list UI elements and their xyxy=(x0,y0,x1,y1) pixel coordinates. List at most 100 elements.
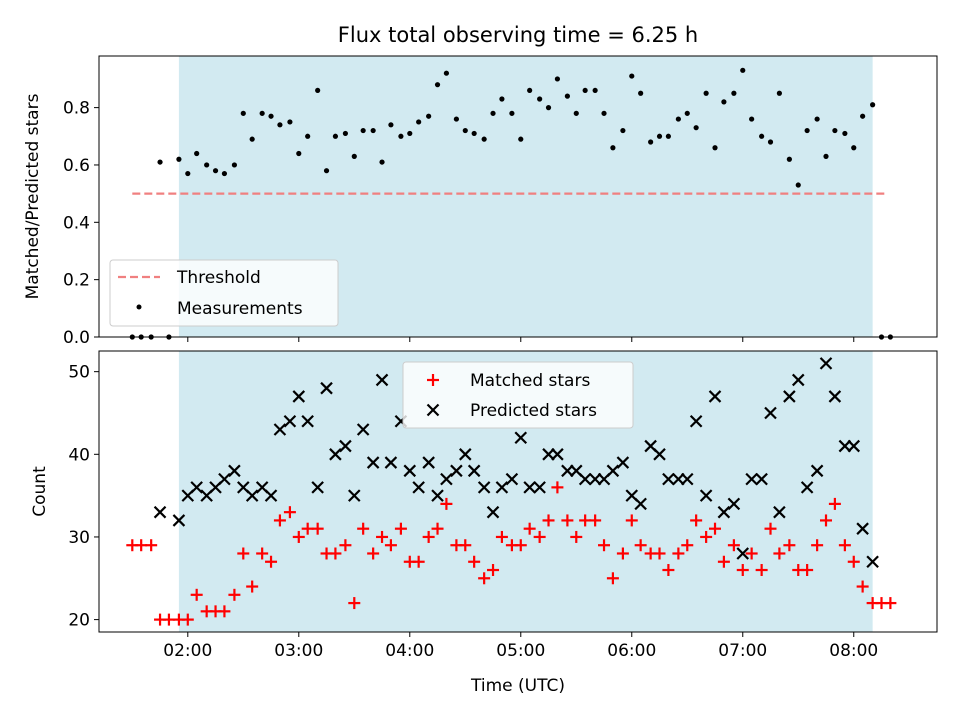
x-stroke-b xyxy=(634,497,647,511)
matched-star-point xyxy=(561,514,574,527)
measurement-point xyxy=(832,127,838,134)
matched-star-point xyxy=(838,539,851,552)
measurement-point xyxy=(370,127,376,134)
matched-star-point xyxy=(755,564,768,577)
x-tick-label: 07:00 xyxy=(718,641,767,661)
x-stroke-b xyxy=(237,481,250,494)
predicted-star-point xyxy=(616,456,630,469)
measurement-point xyxy=(204,162,210,168)
measurement-point xyxy=(481,136,487,142)
x-tick-label: 06:00 xyxy=(607,641,656,661)
measurement-point xyxy=(582,87,588,94)
measurement-point xyxy=(194,150,200,157)
x-stroke-b xyxy=(866,555,879,569)
measurement-point xyxy=(693,125,699,131)
predicted-star-point xyxy=(311,481,324,494)
x-stroke-b xyxy=(486,505,500,519)
measurement-point xyxy=(453,116,459,122)
x-stroke-b xyxy=(172,514,186,527)
x-stroke-b xyxy=(727,497,741,511)
measurement-point xyxy=(443,70,450,76)
matched-star-point xyxy=(773,547,786,560)
measurement-point xyxy=(860,113,866,119)
x-tick-label: 04:00 xyxy=(385,641,434,661)
measurement-point xyxy=(434,82,441,88)
x-stroke-b xyxy=(467,464,481,478)
measurement-point xyxy=(712,145,718,151)
measurement-point xyxy=(185,170,191,177)
matched-star-point xyxy=(717,555,730,568)
matched-star-point xyxy=(478,572,491,585)
x-stroke-b xyxy=(245,489,259,502)
x-stroke-b xyxy=(450,464,463,478)
matched-star-point xyxy=(190,588,203,601)
x-stroke-b xyxy=(644,439,657,453)
predicted-star-point xyxy=(245,489,259,502)
measurement-point xyxy=(564,93,570,99)
predicted-star-point xyxy=(356,423,370,436)
x-stroke-b xyxy=(514,431,528,445)
predicted-star-point xyxy=(477,481,491,494)
matched-stars-points xyxy=(126,481,897,626)
predicted-star-point xyxy=(384,456,398,469)
measurement-point xyxy=(731,90,737,96)
matched-star-point xyxy=(412,555,425,568)
measurement-point xyxy=(851,145,857,151)
measurement-point xyxy=(527,87,533,94)
matched-star-point xyxy=(422,530,435,543)
measurement-point xyxy=(277,122,283,128)
matched-star-point xyxy=(570,530,583,543)
x-stroke-b xyxy=(477,481,491,494)
measurement-point xyxy=(499,96,505,102)
x-tick-label: 02:00 xyxy=(163,641,212,661)
matched-star-point xyxy=(533,530,546,543)
predicted-star-point xyxy=(689,414,703,428)
legend-measurements-swatch xyxy=(136,304,142,310)
matched-star-point xyxy=(348,597,361,610)
predicted-stars-points xyxy=(153,357,879,569)
x-stroke-b xyxy=(689,414,703,428)
measurement-point xyxy=(776,90,782,96)
measurement-point xyxy=(629,73,635,79)
measurement-point xyxy=(814,116,820,122)
matched-star-point xyxy=(736,564,749,577)
matched-star-point xyxy=(329,547,342,560)
matched-star-point xyxy=(145,539,158,552)
matched-star-point xyxy=(339,539,352,552)
predicted-star-point xyxy=(847,439,861,453)
predicted-star-point xyxy=(320,381,333,395)
predicted-star-point xyxy=(699,489,713,502)
measurement-point xyxy=(786,156,792,162)
bottom-y-axis-ticks: 20 30 40 50 xyxy=(68,363,99,631)
matched-star-point xyxy=(468,555,481,568)
measurement-point xyxy=(537,96,543,102)
predicted-star-point xyxy=(375,373,389,387)
measurement-point xyxy=(426,113,432,119)
y-tick-label: 40 xyxy=(68,445,90,465)
x-stroke-b xyxy=(847,439,861,453)
predicted-star-point xyxy=(348,489,361,502)
measurement-point xyxy=(703,90,709,96)
legend-plus-marker xyxy=(427,374,439,386)
measurement-point xyxy=(240,110,246,116)
x-stroke-b xyxy=(366,456,380,469)
measurement-point xyxy=(648,139,654,145)
x-stroke-b xyxy=(255,481,269,494)
matched-star-point xyxy=(690,514,703,527)
matched-star-point xyxy=(616,547,629,560)
measurement-point xyxy=(462,127,468,134)
predicted-star-point xyxy=(653,448,666,461)
measurement-point xyxy=(315,87,321,94)
measurement-point xyxy=(767,139,774,145)
top-x-axis-ticks xyxy=(187,337,855,342)
matched-star-point xyxy=(625,514,638,527)
measurement-point xyxy=(823,153,829,159)
measurement-point xyxy=(407,130,413,137)
predicted-star-point xyxy=(218,472,231,486)
x-stroke-b xyxy=(329,448,342,461)
predicted-star-point xyxy=(810,464,824,478)
y-tick-label: 0.2 xyxy=(63,271,90,291)
x-axis-label: Time (UTC) xyxy=(470,676,565,696)
matched-star-point xyxy=(523,522,536,535)
